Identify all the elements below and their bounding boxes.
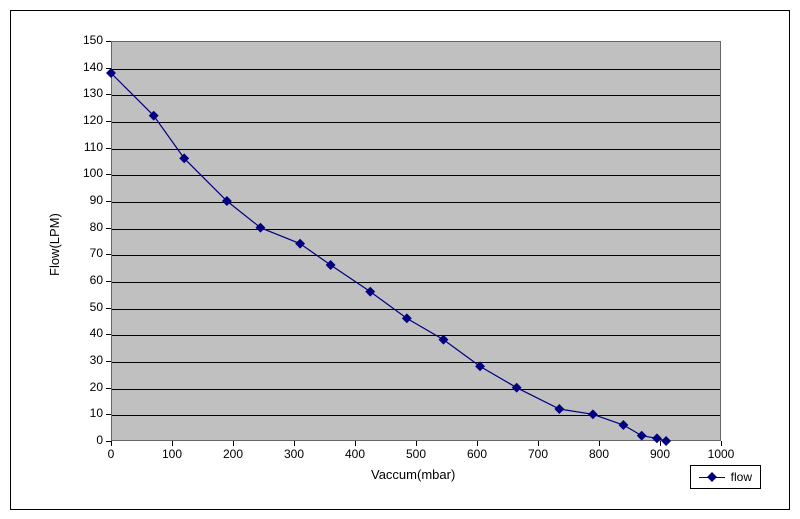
y-tick-label: 80 <box>69 220 103 234</box>
x-tick-label: 0 <box>91 447 131 461</box>
y-tick-label: 50 <box>69 300 103 314</box>
series-marker <box>512 383 522 393</box>
y-tick-label: 120 <box>69 113 103 127</box>
legend: flow <box>690 465 761 489</box>
series-marker <box>661 436 671 446</box>
diamond-icon <box>707 472 717 482</box>
y-tick-label: 20 <box>69 380 103 394</box>
x-tick-mark <box>416 441 417 446</box>
legend-line-sample <box>699 477 725 478</box>
series-marker <box>295 239 305 249</box>
x-tick-mark <box>477 441 478 446</box>
series-marker <box>475 361 485 371</box>
series-marker <box>439 335 449 345</box>
x-tick-label: 400 <box>335 447 375 461</box>
series-marker <box>402 313 412 323</box>
series-marker <box>365 287 375 297</box>
chart-container: Flow(LPM) Vaccum(mbar) flow 0 10 20 30 40 50 6… <box>11 11 789 509</box>
series-marker <box>588 409 598 419</box>
x-tick-label: 300 <box>274 447 314 461</box>
y-tick-label: 100 <box>69 166 103 180</box>
x-tick-mark <box>599 441 600 446</box>
y-tick-label: 150 <box>69 33 103 47</box>
y-tick-label: 110 <box>69 140 103 154</box>
x-tick-mark <box>660 441 661 446</box>
y-tick-label: 10 <box>69 406 103 420</box>
y-tick-label: 90 <box>69 193 103 207</box>
y-tick-label: 0 <box>69 433 103 447</box>
series-marker <box>326 260 336 270</box>
legend-series-label: flow <box>731 470 752 484</box>
x-tick-mark <box>172 441 173 446</box>
y-axis-title: Flow(LPM) <box>47 213 62 276</box>
y-tick-label: 130 <box>69 86 103 100</box>
x-tick-label: 100 <box>152 447 192 461</box>
y-tick-label: 140 <box>69 60 103 74</box>
x-tick-mark <box>294 441 295 446</box>
x-axis-title: Vaccum(mbar) <box>371 467 455 482</box>
series-marker <box>554 404 564 414</box>
x-tick-label: 700 <box>518 447 558 461</box>
x-tick-label: 500 <box>396 447 436 461</box>
x-tick-mark <box>355 441 356 446</box>
x-tick-mark <box>721 441 722 446</box>
y-tick-label: 70 <box>69 246 103 260</box>
x-tick-label: 200 <box>213 447 253 461</box>
series-line <box>111 73 666 441</box>
x-tick-label: 800 <box>579 447 619 461</box>
x-tick-label: 600 <box>457 447 497 461</box>
series-layer <box>111 41 721 441</box>
x-tick-mark <box>538 441 539 446</box>
y-tick-label: 60 <box>69 273 103 287</box>
y-tick-label: 40 <box>69 326 103 340</box>
x-tick-label: 900 <box>640 447 680 461</box>
y-tick-label: 30 <box>69 353 103 367</box>
x-tick-label: 1000 <box>701 447 741 461</box>
x-tick-mark <box>111 441 112 446</box>
chart-frame: Flow(LPM) Vaccum(mbar) flow 0 10 20 30 40 50 6… <box>10 10 790 510</box>
series-marker <box>618 420 628 430</box>
series-marker <box>637 431 647 441</box>
x-tick-mark <box>233 441 234 446</box>
